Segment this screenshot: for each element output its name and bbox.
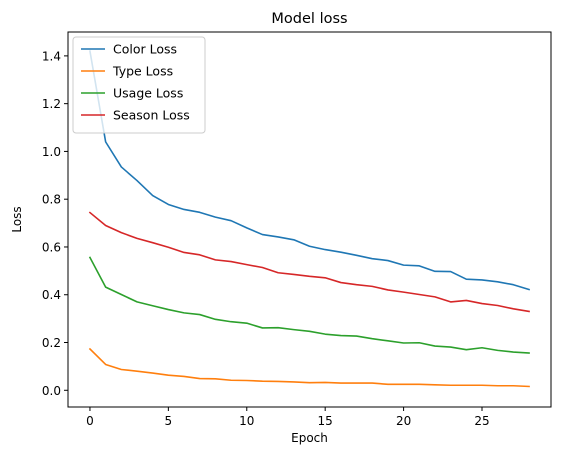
y-tick-label: 0.4 (42, 288, 61, 302)
chart-title: Model loss (271, 11, 347, 27)
series-line-usage-loss (88, 256, 530, 354)
x-tick-label: 15 (318, 414, 333, 428)
y-tick-label: 1.0 (42, 145, 61, 159)
y-tick-label: 1.4 (42, 49, 61, 63)
series-line-color-loss (89, 50, 531, 291)
series-line-type-loss (88, 347, 530, 388)
y-tick-label: 1.2 (42, 97, 61, 111)
series-layer (88, 50, 531, 388)
legend-label: Color Loss (113, 42, 177, 57)
plot-frame (67, 31, 552, 408)
legend-label: Season Loss (113, 108, 190, 123)
x-tick-label: 0 (86, 414, 94, 428)
x-tick-label: 25 (474, 414, 489, 428)
x-axis: 0 5 10 15 20 25 (86, 407, 490, 428)
x-tick-label: 10 (239, 414, 254, 428)
y-tick-label: 0.2 (42, 336, 61, 350)
x-axis-label: Epoch (291, 431, 328, 445)
plot-area (67, 31, 552, 408)
legend-label: Type Loss (112, 64, 173, 79)
x-tick-label: 20 (396, 414, 411, 428)
y-tick-label: 0.8 (42, 193, 61, 207)
legend: Color Loss Type Loss Usage Loss Season Loss (72, 36, 206, 134)
y-axis-label: Loss (10, 206, 24, 232)
legend-box (72, 36, 206, 134)
legend-label: Usage Loss (113, 86, 183, 101)
y-tick-label: 0.6 (42, 240, 61, 254)
series-line-season-loss (88, 211, 530, 313)
y-axis: 0.0 0.2 0.4 0.6 0.8 1.0 1.2 1.4 (42, 49, 68, 398)
y-tick-label: 0.0 (42, 384, 61, 398)
x-tick-label: 5 (165, 414, 173, 428)
